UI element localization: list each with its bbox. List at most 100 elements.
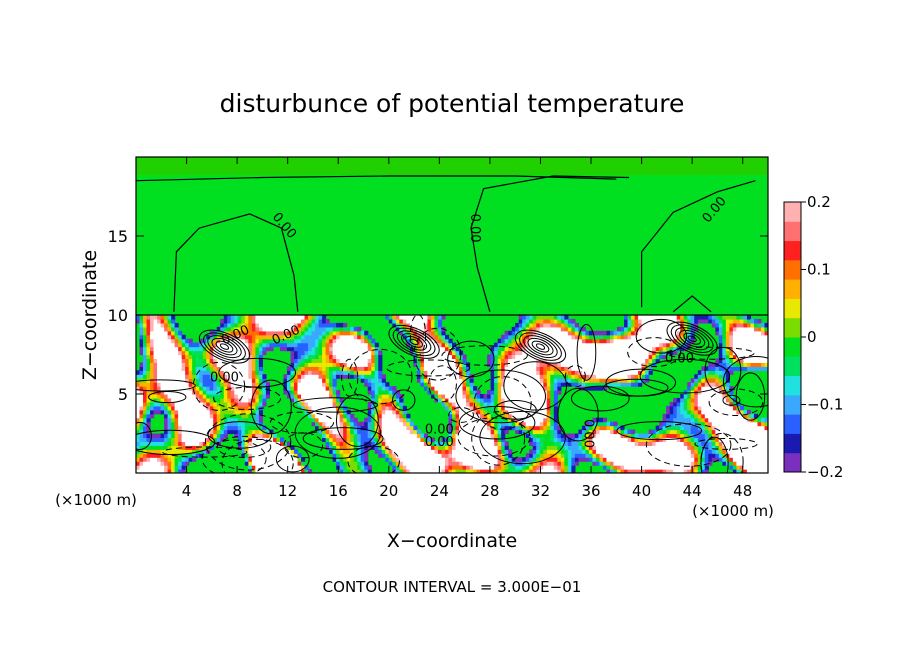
field-cell [427,374,432,379]
field-cell [494,433,499,439]
field-cell [669,465,674,470]
field-cell [592,386,597,391]
field-cell [234,318,239,324]
field-cell [185,437,190,442]
field-cell [444,362,450,367]
field-cell [553,433,558,439]
field-cell [220,397,225,403]
field-cell [367,390,372,395]
field-cell [708,382,713,387]
field-cell [251,409,256,415]
field-cell [592,437,597,442]
field-cell [522,326,527,332]
field-cell [381,413,386,419]
field-cell [444,441,450,446]
field-cell [574,366,579,371]
field-cell [139,382,144,387]
field-cell [525,453,530,458]
field-cell [690,315,695,320]
field-cell [648,322,653,328]
field-cell [588,358,594,363]
field-cell [711,421,716,427]
field-cell [237,318,242,324]
field-cell [490,417,495,423]
field-cell [452,378,457,383]
field-cell [385,433,390,439]
field-cell [164,397,169,403]
field-cell [543,378,548,383]
field-cell [276,342,281,348]
field-cell [311,350,316,356]
field-cell [560,378,565,383]
field-cell [332,358,337,363]
field-cell [455,354,460,360]
field-cell [150,362,155,367]
field-cell [241,338,246,344]
field-cell [697,409,702,415]
field-cell [557,334,562,340]
field-cell [392,405,397,411]
field-cell [146,390,151,395]
field-cell [213,378,218,383]
field-cell [553,378,558,383]
field-cell [297,315,302,320]
field-cell [462,469,467,473]
field-cell [378,445,383,450]
field-cell [171,409,176,415]
field-cell [567,382,572,387]
field-cell [610,354,615,360]
field-cell [248,315,253,320]
field-cell [150,366,155,371]
field-cell [279,453,285,458]
field-cell [585,433,590,439]
field-cell [318,425,323,431]
field-cell [381,401,386,407]
field-cell [146,350,151,356]
field-cell [413,315,418,320]
field-cell [610,338,615,344]
field-cell [188,374,193,379]
field-cell [648,330,653,336]
field-cell [529,338,534,344]
field-cell [546,449,551,454]
field-cell [283,334,288,340]
field-cell [659,421,664,427]
field-cell [620,346,625,352]
field-cell [546,465,551,470]
field-cell [437,326,443,332]
field-cell [139,374,144,379]
field-cell [466,433,471,439]
field-cell [430,386,436,391]
field-cell [715,425,720,431]
field-cell [627,382,632,387]
field-cell [652,358,657,363]
field-cell [501,433,506,439]
field-cell [476,441,481,446]
field-cell [571,461,576,466]
field-cell [722,429,727,435]
field-cell [567,350,572,356]
field-cell [620,366,625,371]
field-cell [722,461,727,466]
field-cell [237,441,242,446]
field-cell [459,441,464,446]
field-cell [508,378,513,383]
field-cell [546,382,551,387]
field-cell [613,441,618,446]
field-cell [322,315,327,320]
field-cell [687,394,692,399]
field-cell [631,382,636,387]
field-cell [680,417,685,423]
field-cell [339,461,344,466]
field-cell [585,354,590,360]
field-cell [529,457,534,462]
field-cell [588,330,594,336]
field-cell [209,386,214,391]
field-cell [286,453,292,458]
field-cell [265,326,271,332]
field-cell [353,358,358,363]
field-cell [564,358,569,363]
field-cell [255,382,260,387]
field-cell [150,394,155,399]
field-cell [244,453,249,458]
